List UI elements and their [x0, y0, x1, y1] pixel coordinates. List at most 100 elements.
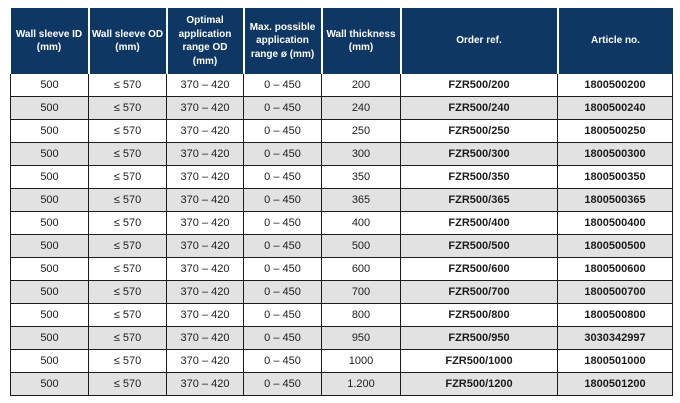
cell-wall-sleeve-od: ≤ 570	[88, 234, 167, 258]
cell-wall-thickness: 250	[321, 119, 401, 143]
table-row: 500 ≤ 570 370 – 420 0 – 450 350 FZR500/350 180…	[10, 165, 673, 189]
cell-wall-sleeve-id: 500	[10, 142, 89, 166]
cell-order-ref: FZR500/400	[400, 211, 558, 235]
cell-article-no: 1800500240	[557, 96, 673, 120]
cell-wall-sleeve-id: 500	[10, 211, 89, 235]
cell-max-possible-application-range: 0 – 450	[243, 142, 322, 166]
cell-wall-sleeve-od: ≤ 570	[88, 326, 167, 350]
cell-article-no: 1800500800	[557, 303, 673, 327]
cell-article-no: 3030342997	[557, 326, 673, 350]
table-row: 500 ≤ 570 370 – 420 0 – 450 700 FZR500/700 180…	[10, 280, 673, 304]
table-row: 500 ≤ 570 370 – 420 0 – 450 500 FZR500/500 180…	[10, 234, 673, 258]
cell-optimal-application-range-od: 370 – 420	[166, 372, 244, 396]
cell-max-possible-application-range: 0 – 450	[243, 234, 322, 258]
cell-wall-sleeve-id: 500	[10, 119, 89, 143]
cell-order-ref: FZR500/350	[400, 165, 558, 189]
cell-article-no: 1800500365	[557, 188, 673, 212]
cell-wall-sleeve-od: ≤ 570	[88, 142, 167, 166]
cell-max-possible-application-range: 0 – 450	[243, 119, 322, 143]
cell-optimal-application-range-od: 370 – 420	[166, 188, 244, 212]
cell-order-ref: FZR500/300	[400, 142, 558, 166]
cell-optimal-application-range-od: 370 – 420	[166, 234, 244, 258]
cell-order-ref: FZR500/600	[400, 257, 558, 281]
cell-optimal-application-range-od: 370 – 420	[166, 165, 244, 189]
cell-wall-thickness: 1.200	[321, 372, 401, 396]
cell-max-possible-application-range: 0 – 450	[243, 96, 322, 120]
table-header-row: Wall sleeve ID (mm) Wall sleeve OD (mm) Op…	[10, 8, 673, 74]
cell-wall-thickness: 800	[321, 303, 401, 327]
cell-wall-thickness: 700	[321, 280, 401, 304]
cell-max-possible-application-range: 0 – 450	[243, 349, 322, 373]
cell-article-no: 1800500400	[557, 211, 673, 235]
cell-article-no: 1800501200	[557, 372, 673, 396]
cell-wall-sleeve-id: 500	[10, 74, 89, 97]
cell-article-no: 1800500500	[557, 234, 673, 258]
cell-max-possible-application-range: 0 – 450	[243, 257, 322, 281]
cell-max-possible-application-range: 0 – 450	[243, 372, 322, 396]
cell-order-ref: FZR500/950	[400, 326, 558, 350]
table-header: Wall sleeve ID (mm) Wall sleeve OD (mm) Op…	[10, 8, 673, 74]
cell-wall-thickness: 240	[321, 96, 401, 120]
table-row: 500 ≤ 570 370 – 420 0 – 450 400 FZR500/400 180…	[10, 211, 673, 235]
cell-wall-sleeve-od: ≤ 570	[88, 349, 167, 373]
cell-wall-sleeve-id: 500	[10, 372, 89, 396]
cell-optimal-application-range-od: 370 – 420	[166, 349, 244, 373]
cell-order-ref: FZR500/200	[400, 74, 558, 97]
wall-sleeve-spec-table: Wall sleeve ID (mm) Wall sleeve OD (mm) Op…	[10, 8, 673, 396]
cell-max-possible-application-range: 0 – 450	[243, 74, 322, 97]
header-cell-max-possible-application-range: Max. possible application range ø (mm)	[242, 8, 323, 74]
cell-wall-sleeve-id: 500	[10, 257, 89, 281]
cell-wall-thickness: 1000	[321, 349, 401, 373]
cell-wall-thickness: 200	[321, 74, 401, 97]
header-cell-wall-sleeve-id: Wall sleeve ID (mm)	[10, 8, 90, 74]
cell-order-ref: FZR500/500	[400, 234, 558, 258]
cell-order-ref: FZR500/240	[400, 96, 558, 120]
cell-wall-sleeve-id: 500	[10, 234, 89, 258]
cell-max-possible-application-range: 0 – 450	[243, 188, 322, 212]
table-row: 500 ≤ 570 370 – 420 0 – 450 300 FZR500/300 180…	[10, 142, 673, 166]
cell-wall-thickness: 400	[321, 211, 401, 235]
cell-wall-sleeve-od: ≤ 570	[88, 372, 167, 396]
cell-optimal-application-range-od: 370 – 420	[166, 257, 244, 281]
cell-wall-thickness: 600	[321, 257, 401, 281]
table-body: 500 ≤ 570 370 – 420 0 – 450 200 FZR500/200 180…	[10, 74, 673, 396]
cell-wall-sleeve-od: ≤ 570	[88, 211, 167, 235]
cell-article-no: 1800500600	[557, 257, 673, 281]
cell-wall-sleeve-od: ≤ 570	[88, 280, 167, 304]
cell-wall-sleeve-od: ≤ 570	[88, 119, 167, 143]
cell-optimal-application-range-od: 370 – 420	[166, 96, 244, 120]
cell-max-possible-application-range: 0 – 450	[243, 165, 322, 189]
table-row: 500 ≤ 570 370 – 420 0 – 450 800 FZR500/800 180…	[10, 303, 673, 327]
cell-max-possible-application-range: 0 – 450	[243, 303, 322, 327]
cell-optimal-application-range-od: 370 – 420	[166, 119, 244, 143]
cell-wall-sleeve-id: 500	[10, 326, 89, 350]
cell-wall-sleeve-od: ≤ 570	[88, 96, 167, 120]
cell-wall-sleeve-od: ≤ 570	[88, 257, 167, 281]
table-row: 500 ≤ 570 370 – 420 0 – 450 950 FZR500/950 303…	[10, 326, 673, 350]
cell-wall-sleeve-id: 500	[10, 188, 89, 212]
cell-wall-sleeve-id: 500	[10, 349, 89, 373]
cell-wall-thickness: 365	[321, 188, 401, 212]
table-row: 500 ≤ 570 370 – 420 0 – 450 200 FZR500/200 180…	[10, 74, 673, 97]
cell-order-ref: FZR500/250	[400, 119, 558, 143]
cell-article-no: 1800500250	[557, 119, 673, 143]
cell-article-no: 1800501000	[557, 349, 673, 373]
cell-wall-sleeve-id: 500	[10, 96, 89, 120]
cell-wall-thickness: 950	[321, 326, 401, 350]
cell-wall-sleeve-od: ≤ 570	[88, 188, 167, 212]
cell-optimal-application-range-od: 370 – 420	[166, 326, 244, 350]
cell-optimal-application-range-od: 370 – 420	[166, 303, 244, 327]
cell-order-ref: FZR500/365	[400, 188, 558, 212]
header-cell-order-ref: Order ref.	[399, 8, 559, 74]
table-row: 500 ≤ 570 370 – 420 0 – 450 250 FZR500/250 180…	[10, 119, 673, 143]
header-cell-optimal-application-range-od: Optimal application range OD (mm)	[165, 8, 245, 74]
table-row: 500 ≤ 570 370 – 420 0 – 450 240 FZR500/240 180…	[10, 96, 673, 120]
cell-article-no: 1800500700	[557, 280, 673, 304]
cell-optimal-application-range-od: 370 – 420	[166, 142, 244, 166]
cell-wall-thickness: 300	[321, 142, 401, 166]
cell-article-no: 1800500300	[557, 142, 673, 166]
cell-wall-thickness: 350	[321, 165, 401, 189]
cell-optimal-application-range-od: 370 – 420	[166, 280, 244, 304]
cell-order-ref: FZR500/1200	[400, 372, 558, 396]
